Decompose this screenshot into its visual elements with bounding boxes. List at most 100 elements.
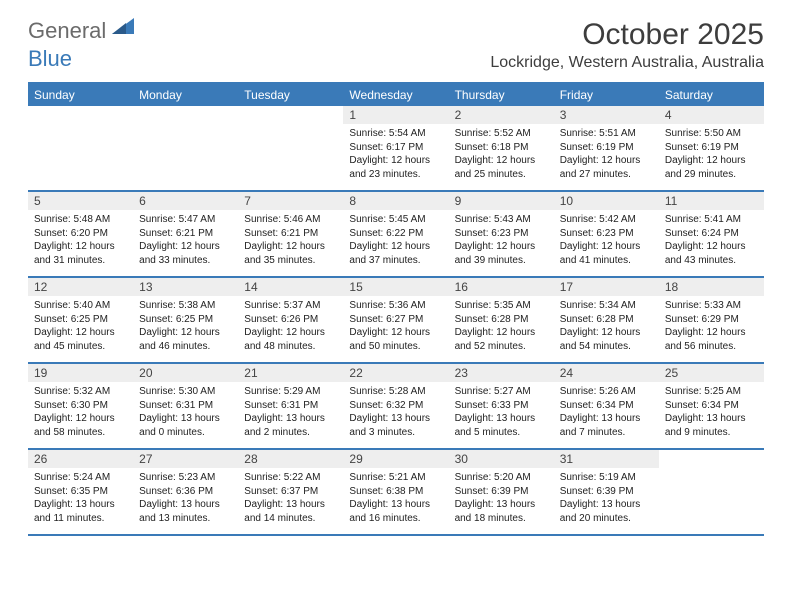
day-cell-20: 20Sunrise: 5:30 AMSunset: 6:31 PMDayligh… — [133, 364, 238, 448]
day-number: 5 — [28, 192, 133, 210]
sunrise-text: Sunrise: 5:43 AM — [455, 213, 548, 227]
day-cell-5: 5Sunrise: 5:48 AMSunset: 6:20 PMDaylight… — [28, 192, 133, 276]
day-cell-11: 11Sunrise: 5:41 AMSunset: 6:24 PMDayligh… — [659, 192, 764, 276]
sunset-text: Sunset: 6:25 PM — [139, 313, 232, 327]
dayname-tuesday: Tuesday — [238, 84, 343, 106]
daylight-text: Daylight: 12 hours and 52 minutes. — [455, 326, 548, 353]
daylight-text: Daylight: 12 hours and 45 minutes. — [34, 326, 127, 353]
day-number: 21 — [238, 364, 343, 382]
dayname-monday: Monday — [133, 84, 238, 106]
sunrise-text: Sunrise: 5:40 AM — [34, 299, 127, 313]
logo-blue-row: Blue — [28, 46, 72, 72]
day-info: Sunrise: 5:22 AMSunset: 6:37 PMDaylight:… — [238, 468, 343, 529]
sunset-text: Sunset: 6:27 PM — [349, 313, 442, 327]
sunset-text: Sunset: 6:31 PM — [139, 399, 232, 413]
sunrise-text: Sunrise: 5:28 AM — [349, 385, 442, 399]
sunrise-text: Sunrise: 5:52 AM — [455, 127, 548, 141]
week-row: 5Sunrise: 5:48 AMSunset: 6:20 PMDaylight… — [28, 192, 764, 278]
daylight-text: Daylight: 12 hours and 58 minutes. — [34, 412, 127, 439]
daylight-text: Daylight: 12 hours and 39 minutes. — [455, 240, 548, 267]
sunset-text: Sunset: 6:22 PM — [349, 227, 442, 241]
sunset-text: Sunset: 6:35 PM — [34, 485, 127, 499]
day-cell-7: 7Sunrise: 5:46 AMSunset: 6:21 PMDaylight… — [238, 192, 343, 276]
header: General October 2025 Lockridge, Western … — [0, 0, 792, 76]
day-number: 13 — [133, 278, 238, 296]
day-number: 30 — [449, 450, 554, 468]
day-info: Sunrise: 5:51 AMSunset: 6:19 PMDaylight:… — [554, 124, 659, 185]
sunset-text: Sunset: 6:39 PM — [455, 485, 548, 499]
day-cell-10: 10Sunrise: 5:42 AMSunset: 6:23 PMDayligh… — [554, 192, 659, 276]
dayname-saturday: Saturday — [659, 84, 764, 106]
month-title: October 2025 — [490, 18, 764, 52]
day-cell-blank — [28, 106, 133, 190]
day-info: Sunrise: 5:27 AMSunset: 6:33 PMDaylight:… — [449, 382, 554, 443]
sunset-text: Sunset: 6:38 PM — [349, 485, 442, 499]
sunset-text: Sunset: 6:25 PM — [34, 313, 127, 327]
dayname-wednesday: Wednesday — [343, 84, 448, 106]
daylight-text: Daylight: 13 hours and 9 minutes. — [665, 412, 758, 439]
day-cell-26: 26Sunrise: 5:24 AMSunset: 6:35 PMDayligh… — [28, 450, 133, 534]
day-info: Sunrise: 5:37 AMSunset: 6:26 PMDaylight:… — [238, 296, 343, 357]
day-cell-16: 16Sunrise: 5:35 AMSunset: 6:28 PMDayligh… — [449, 278, 554, 362]
sunset-text: Sunset: 6:30 PM — [34, 399, 127, 413]
daylight-text: Daylight: 12 hours and 29 minutes. — [665, 154, 758, 181]
day-info: Sunrise: 5:34 AMSunset: 6:28 PMDaylight:… — [554, 296, 659, 357]
daylight-text: Daylight: 13 hours and 20 minutes. — [560, 498, 653, 525]
daylight-text: Daylight: 12 hours and 25 minutes. — [455, 154, 548, 181]
dayname-row: SundayMondayTuesdayWednesdayThursdayFrid… — [28, 84, 764, 106]
day-cell-9: 9Sunrise: 5:43 AMSunset: 6:23 PMDaylight… — [449, 192, 554, 276]
day-number: 15 — [343, 278, 448, 296]
daylight-text: Daylight: 12 hours and 54 minutes. — [560, 326, 653, 353]
week-row: 26Sunrise: 5:24 AMSunset: 6:35 PMDayligh… — [28, 450, 764, 536]
sunrise-text: Sunrise: 5:41 AM — [665, 213, 758, 227]
sunrise-text: Sunrise: 5:26 AM — [560, 385, 653, 399]
sunrise-text: Sunrise: 5:51 AM — [560, 127, 653, 141]
day-number: 12 — [28, 278, 133, 296]
sunset-text: Sunset: 6:23 PM — [455, 227, 548, 241]
daylight-text: Daylight: 12 hours and 31 minutes. — [34, 240, 127, 267]
sunrise-text: Sunrise: 5:20 AM — [455, 471, 548, 485]
daylight-text: Daylight: 12 hours and 48 minutes. — [244, 326, 337, 353]
day-cell-3: 3Sunrise: 5:51 AMSunset: 6:19 PMDaylight… — [554, 106, 659, 190]
sunrise-text: Sunrise: 5:23 AM — [139, 471, 232, 485]
daylight-text: Daylight: 13 hours and 16 minutes. — [349, 498, 442, 525]
day-info: Sunrise: 5:25 AMSunset: 6:34 PMDaylight:… — [659, 382, 764, 443]
daylight-text: Daylight: 12 hours and 37 minutes. — [349, 240, 442, 267]
logo-triangle-icon — [112, 16, 136, 41]
day-info: Sunrise: 5:19 AMSunset: 6:39 PMDaylight:… — [554, 468, 659, 529]
daylight-text: Daylight: 13 hours and 3 minutes. — [349, 412, 442, 439]
day-info: Sunrise: 5:50 AMSunset: 6:19 PMDaylight:… — [659, 124, 764, 185]
day-cell-21: 21Sunrise: 5:29 AMSunset: 6:31 PMDayligh… — [238, 364, 343, 448]
daylight-text: Daylight: 12 hours and 33 minutes. — [139, 240, 232, 267]
day-cell-29: 29Sunrise: 5:21 AMSunset: 6:38 PMDayligh… — [343, 450, 448, 534]
day-info: Sunrise: 5:40 AMSunset: 6:25 PMDaylight:… — [28, 296, 133, 357]
week-row: 19Sunrise: 5:32 AMSunset: 6:30 PMDayligh… — [28, 364, 764, 450]
day-info: Sunrise: 5:20 AMSunset: 6:39 PMDaylight:… — [449, 468, 554, 529]
sunset-text: Sunset: 6:19 PM — [560, 141, 653, 155]
sunset-text: Sunset: 6:28 PM — [560, 313, 653, 327]
day-number: 11 — [659, 192, 764, 210]
sunrise-text: Sunrise: 5:54 AM — [349, 127, 442, 141]
daylight-text: Daylight: 12 hours and 41 minutes. — [560, 240, 653, 267]
sunset-text: Sunset: 6:23 PM — [560, 227, 653, 241]
logo-text-blue: Blue — [28, 46, 72, 71]
sunrise-text: Sunrise: 5:19 AM — [560, 471, 653, 485]
sunrise-text: Sunrise: 5:35 AM — [455, 299, 548, 313]
location-text: Lockridge, Western Australia, Australia — [490, 54, 764, 72]
day-info: Sunrise: 5:41 AMSunset: 6:24 PMDaylight:… — [659, 210, 764, 271]
sunset-text: Sunset: 6:31 PM — [244, 399, 337, 413]
day-number: 8 — [343, 192, 448, 210]
sunrise-text: Sunrise: 5:47 AM — [139, 213, 232, 227]
day-number: 29 — [343, 450, 448, 468]
week-row: 12Sunrise: 5:40 AMSunset: 6:25 PMDayligh… — [28, 278, 764, 364]
day-number: 19 — [28, 364, 133, 382]
sunset-text: Sunset: 6:24 PM — [665, 227, 758, 241]
day-info: Sunrise: 5:38 AMSunset: 6:25 PMDaylight:… — [133, 296, 238, 357]
sunset-text: Sunset: 6:18 PM — [455, 141, 548, 155]
sunset-text: Sunset: 6:34 PM — [665, 399, 758, 413]
day-number: 25 — [659, 364, 764, 382]
daylight-text: Daylight: 12 hours and 23 minutes. — [349, 154, 442, 181]
day-info: Sunrise: 5:43 AMSunset: 6:23 PMDaylight:… — [449, 210, 554, 271]
day-number: 7 — [238, 192, 343, 210]
calendar: SundayMondayTuesdayWednesdayThursdayFrid… — [28, 82, 764, 536]
